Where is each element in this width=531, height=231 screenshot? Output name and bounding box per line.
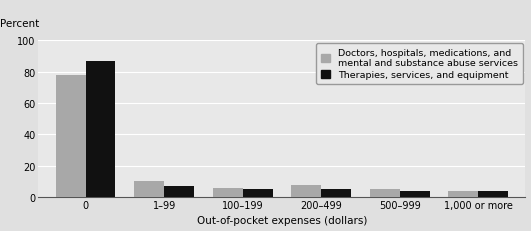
Bar [449,191,478,197]
Bar [85,61,115,197]
Bar [213,188,243,197]
Bar [164,186,194,197]
Bar [134,182,164,197]
Text: Percent: Percent [0,19,39,29]
Bar [321,189,351,197]
Bar [243,189,272,197]
Bar [56,76,85,197]
Bar [478,191,508,197]
Bar [370,189,400,197]
Legend: Doctors, hospitals, medications, and
mental and substance abuse services, Therap: Doctors, hospitals, medications, and men… [316,44,523,85]
Bar [400,191,430,197]
Bar [292,185,321,197]
X-axis label: Out-of-pocket expenses (dollars): Out-of-pocket expenses (dollars) [197,216,367,225]
